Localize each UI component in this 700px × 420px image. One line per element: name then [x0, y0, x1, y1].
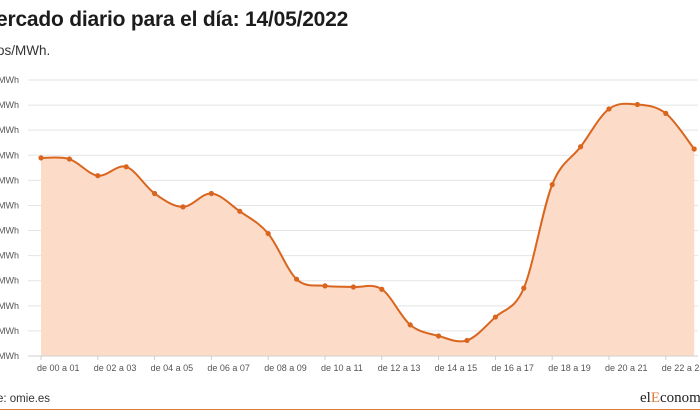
data-point — [436, 333, 442, 339]
area-fill — [41, 103, 695, 356]
data-point — [237, 208, 243, 214]
data-point — [180, 204, 186, 210]
data-point — [208, 190, 214, 197]
y-tick-label: MWh — [0, 125, 19, 135]
x-tick-label: de 08 a 09 — [264, 363, 307, 373]
y-tick-label: MWh — [0, 301, 19, 311]
logo-suffix: conom — [660, 390, 700, 406]
data-point — [66, 156, 72, 162]
y-tick-label: MWh — [0, 326, 19, 336]
data-point — [152, 190, 158, 197]
publisher-logo[interactable]: elEconom — [640, 390, 700, 407]
chart-subtitle: os/MWh. — [0, 43, 51, 58]
y-axis-ticks: MWh MWh MWh MWh MWh MWh MWh MWh MWh MWh MWh MWh — [0, 75, 19, 361]
data-point — [464, 337, 470, 344]
y-tick-label: MWh — [0, 100, 19, 110]
y-tick-label: MWh — [0, 200, 19, 210]
x-tick-label: de 14 a 15 — [435, 363, 478, 373]
data-point — [322, 283, 328, 289]
x-tick-label: de 22 a 23 — [662, 363, 700, 373]
data-point — [38, 155, 44, 161]
y-tick-label: MWh — [0, 351, 19, 361]
data-point — [606, 106, 612, 112]
area-chart: MWh MWh MWh MWh MWh MWh MWh MWh MWh MWh MWh MWh de … — [0, 75, 700, 373]
data-points — [38, 101, 697, 344]
chart-title: ercado diario para el día: 14/05/2022 — [0, 8, 349, 31]
data-point — [294, 276, 300, 282]
source-note: e: omie.es — [0, 393, 51, 405]
x-tick-label: de 06 a 07 — [207, 363, 250, 373]
x-tick-label: de 20 a 21 — [605, 363, 648, 373]
y-tick-label: MWh — [0, 251, 19, 261]
y-tick-label: MWh — [0, 75, 19, 85]
data-point — [663, 110, 669, 116]
data-point — [691, 146, 697, 152]
data-point — [407, 322, 413, 328]
data-point — [492, 314, 498, 320]
y-tick-label: MWh — [0, 276, 19, 286]
data-point — [578, 144, 584, 150]
logo-mark: E — [650, 390, 660, 406]
y-tick-label: MWh — [0, 150, 19, 160]
data-point — [634, 101, 641, 108]
data-point — [379, 286, 385, 292]
data-point — [350, 284, 356, 290]
x-tick-label: de 18 a 19 — [548, 363, 591, 373]
x-tick-label: de 10 a 11 — [321, 363, 363, 373]
data-point — [123, 164, 129, 170]
bottom-rule — [0, 409, 700, 410]
data-point — [95, 173, 101, 179]
x-tick-label: de 16 a 17 — [491, 363, 534, 373]
data-point — [521, 285, 527, 291]
x-tick-label: de 00 a 01 — [37, 363, 80, 373]
y-tick-label: MWh — [0, 226, 19, 236]
data-point — [549, 182, 555, 188]
x-tick-label: de 02 a 03 — [94, 363, 137, 373]
logo-prefix: el — [640, 390, 651, 406]
data-point — [265, 230, 271, 237]
x-tick-label: de 04 a 05 — [151, 363, 194, 373]
y-tick-label: MWh — [0, 175, 19, 185]
x-tick-label: de 12 a 13 — [378, 363, 421, 373]
x-axis-ticks: de 00 a 01 de 02 a 03 de 04 a 05 de 06 a 07… — [37, 356, 700, 373]
